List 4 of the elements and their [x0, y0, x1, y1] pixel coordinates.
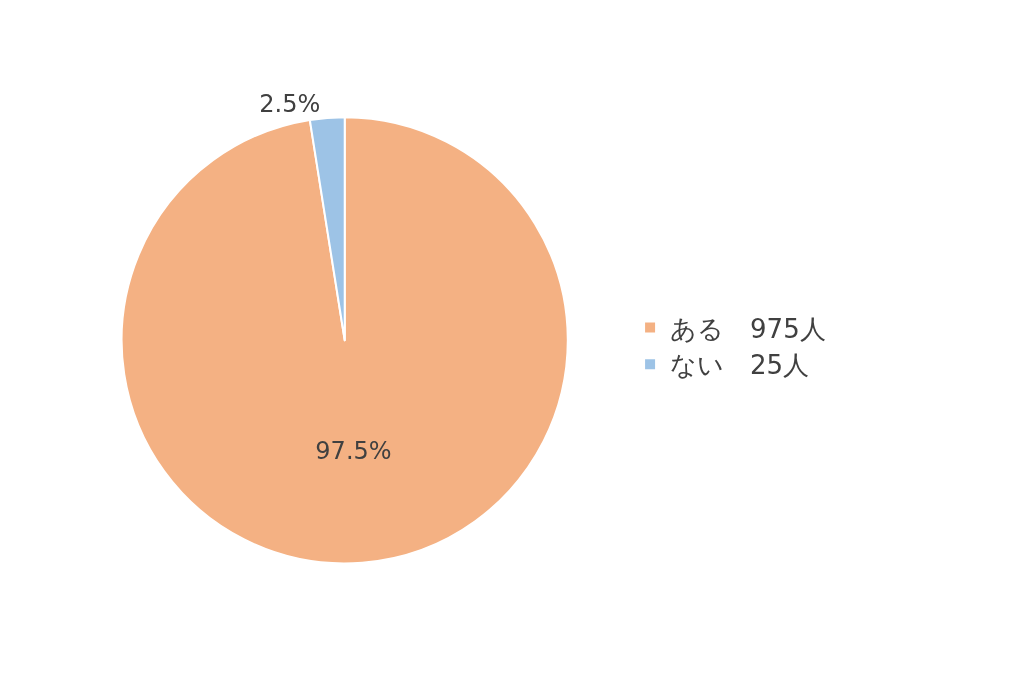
legend-label: ある 975人	[670, 313, 826, 344]
data-label: 2.5%	[259, 89, 321, 118]
legend-label: ない 25人	[670, 350, 810, 381]
data-label: 97.5%	[315, 437, 392, 466]
